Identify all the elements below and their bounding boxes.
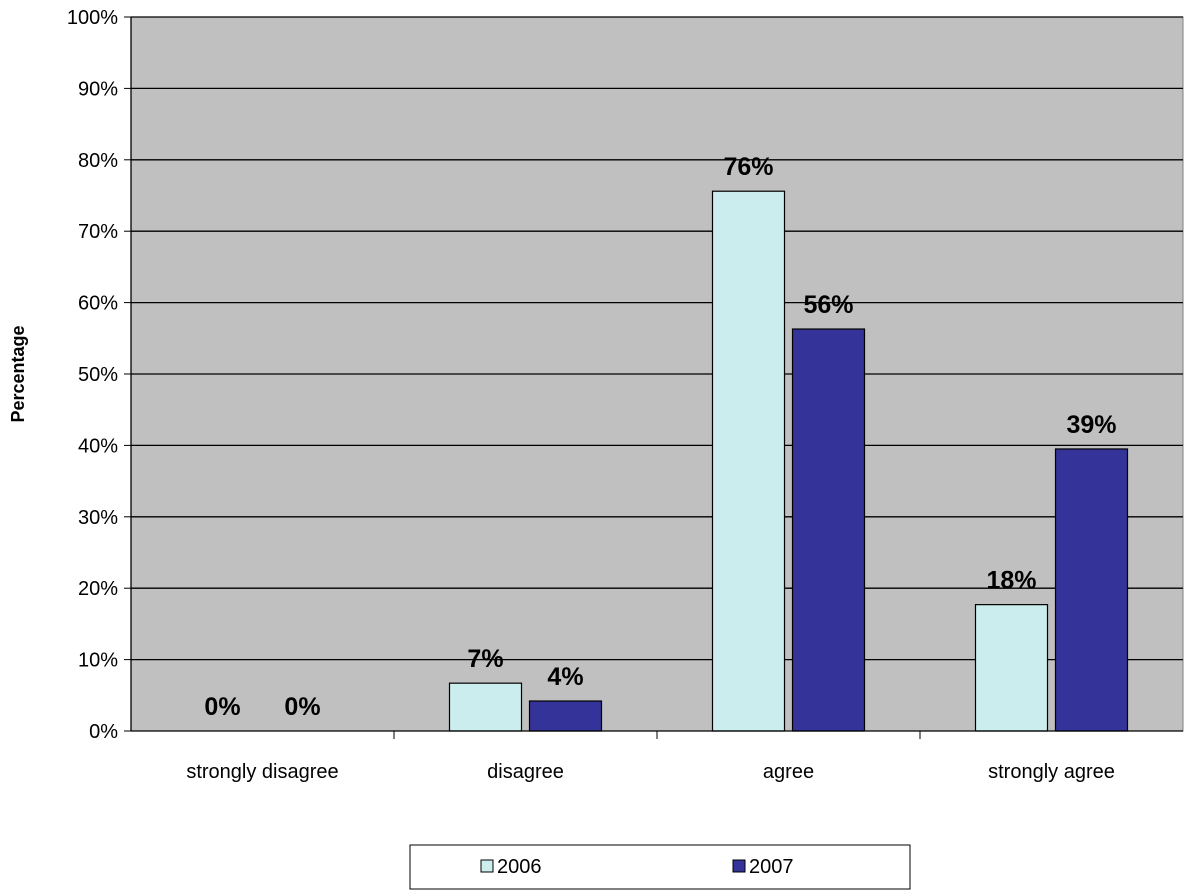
y-tick-labels: 0% 10% 20% 30% 40% 50% 60% 70% 80% 90% 100%: [67, 7, 118, 743]
x-category-labels: strongly disagree disagree agree strongly a…: [186, 761, 1115, 783]
y-tick-label: 80%: [78, 150, 118, 172]
bar-2007: [528, 700, 603, 732]
data-label: 0%: [284, 693, 320, 721]
x-category-label: agree: [763, 761, 814, 783]
bar-2006: [974, 604, 1049, 732]
data-label: 56%: [803, 291, 853, 319]
y-tick-label: 20%: [78, 578, 118, 600]
legend-swatch-2007: [732, 859, 746, 873]
y-tick-label: 50%: [78, 364, 118, 386]
y-tick-label: 10%: [78, 650, 118, 672]
legend-label-2007: 2007: [749, 856, 794, 878]
data-label: 7%: [467, 645, 503, 673]
data-label: 0%: [204, 693, 240, 721]
bar-2007: [1054, 448, 1129, 732]
y-tick-label: 30%: [78, 507, 118, 529]
y-tick-label: 100%: [67, 7, 118, 29]
y-tick-label: 60%: [78, 293, 118, 315]
bar-2006: [711, 190, 786, 732]
x-category-label: strongly agree: [988, 761, 1115, 783]
data-labels: 0% 0% 7% 4% 76% 56% 18% 39%: [204, 153, 1116, 721]
data-label: 18%: [986, 567, 1036, 595]
legend: 2006 2007: [409, 844, 911, 890]
legend-swatch-2006: [480, 859, 494, 873]
x-category-label: strongly disagree: [186, 761, 338, 783]
data-label: 39%: [1066, 411, 1116, 439]
y-tick-label: 90%: [78, 78, 118, 100]
bar-2006: [448, 682, 523, 732]
data-label: 4%: [547, 663, 583, 691]
y-tick-label: 40%: [78, 435, 118, 457]
x-category-label: disagree: [487, 761, 564, 783]
y-axis-title: Percentage: [8, 325, 28, 422]
data-label: 76%: [723, 153, 773, 181]
y-tick-label: 0%: [89, 721, 118, 743]
y-tick-label: 70%: [78, 221, 118, 243]
axes: [124, 16, 1183, 739]
legend-label-2006: 2006: [497, 856, 542, 878]
bar-2007: [791, 328, 866, 732]
